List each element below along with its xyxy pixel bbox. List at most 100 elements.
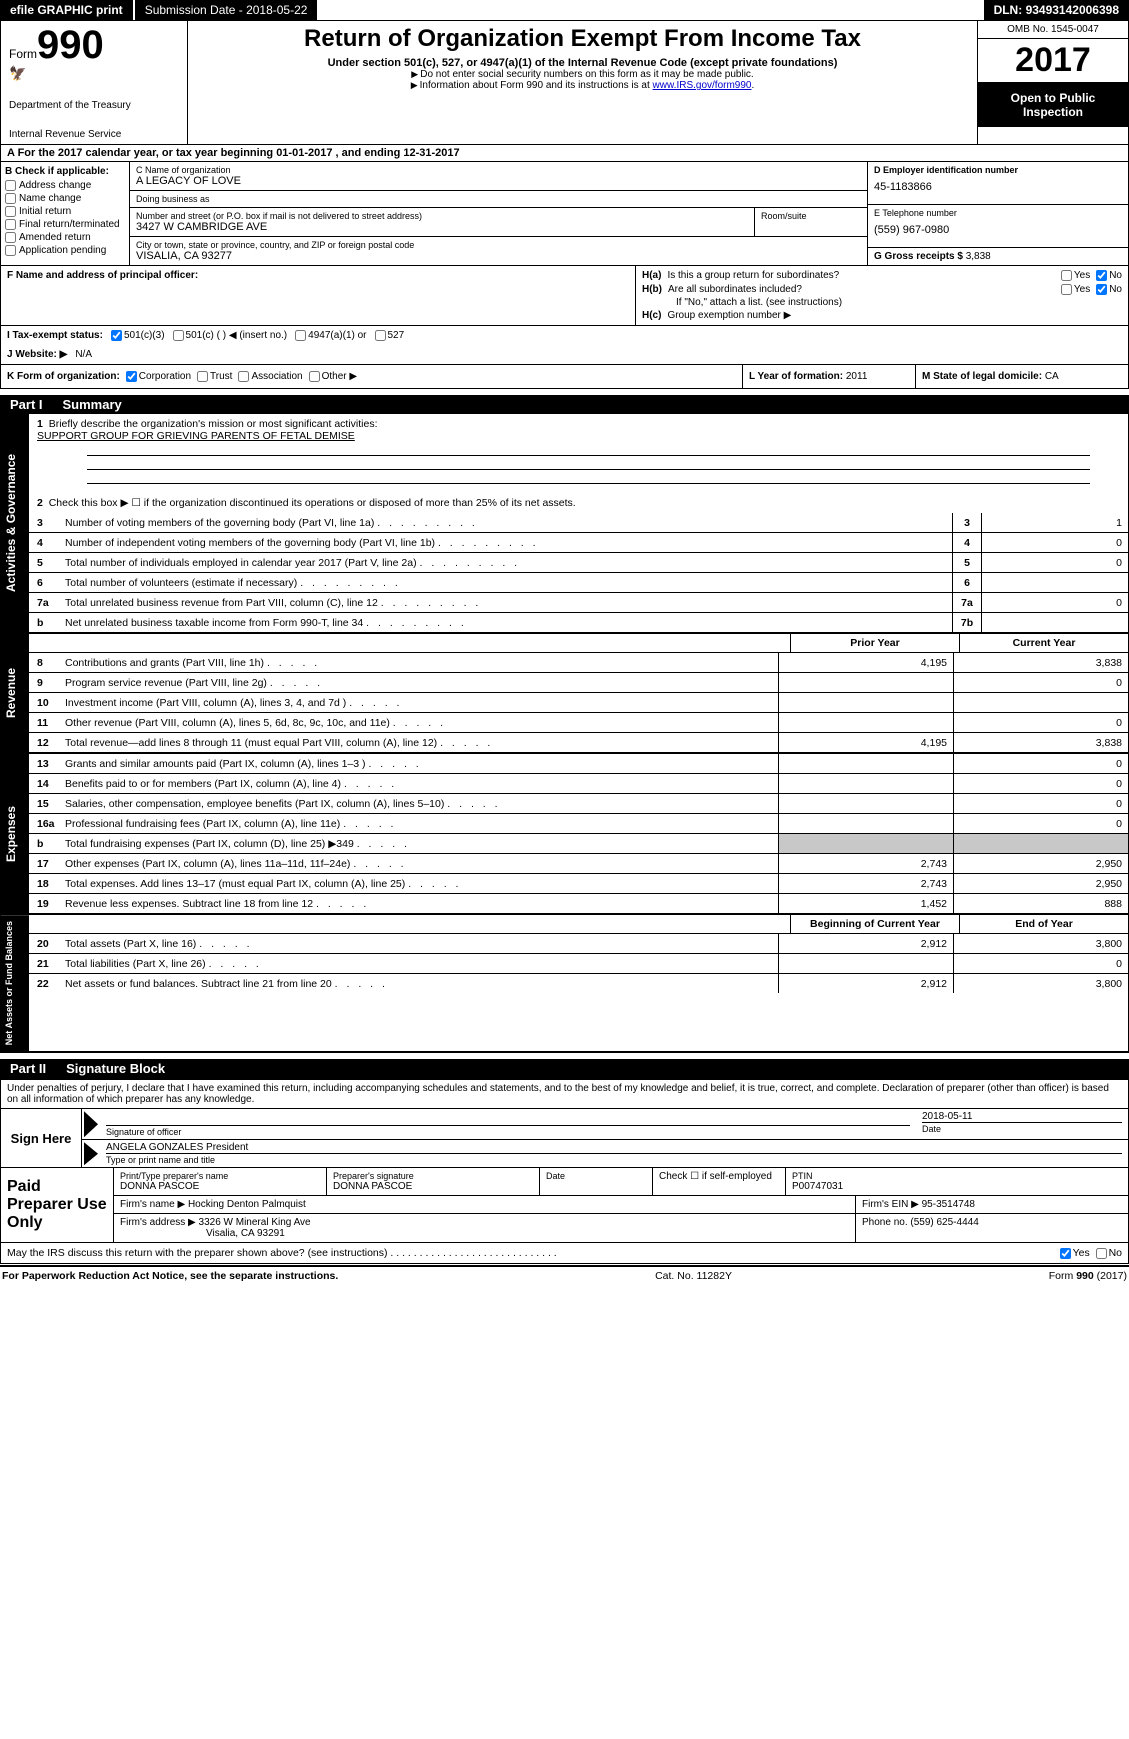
hb-yes[interactable]: Yes <box>1061 284 1090 295</box>
city-value: VISALIA, CA 93277 <box>136 250 861 262</box>
discuss-no[interactable]: No <box>1096 1247 1122 1259</box>
hb-label: H(b) <box>642 284 662 295</box>
hdr-end-year: End of Year <box>959 915 1128 933</box>
line2-text: Check this box ▶ ☐ if the organization d… <box>49 497 576 509</box>
city-label: City or town, state or province, country… <box>136 240 861 250</box>
table-row: 15Salaries, other compensation, employee… <box>29 794 1128 814</box>
hdr-begin-year: Beginning of Current Year <box>790 915 959 933</box>
table-row: bTotal fundraising expenses (Part IX, co… <box>29 834 1128 854</box>
ha-text: Is this a group return for subordinates? <box>667 270 1054 281</box>
website-value: N/A <box>75 349 92 360</box>
mission-value: SUPPORT GROUP FOR GRIEVING PARENTS OF FE… <box>37 430 355 442</box>
line1-text: Briefly describe the organization's miss… <box>49 418 378 430</box>
section-f: F Name and address of principal officer: <box>1 266 636 325</box>
cb-other[interactable]: Other ▶ <box>309 371 357 382</box>
paid-preparer-block: Paid Preparer Use Only Print/Type prepar… <box>0 1168 1129 1243</box>
part1-header: Part I Summary <box>0 395 1129 414</box>
hc-label: H(c) <box>642 310 661 321</box>
open-to-public: Open to Public Inspection <box>978 83 1128 127</box>
part2-header: Part II Signature Block <box>0 1059 1129 1078</box>
main-info-grid: B Check if applicable: Address change Na… <box>0 162 1129 266</box>
row-i: I Tax-exempt status: 501(c)(3) 501(c) ( … <box>0 326 1129 345</box>
revenue-section: Revenue Prior Year Current Year 8Contrib… <box>0 634 1129 754</box>
cb-trust[interactable]: Trust <box>197 371 232 382</box>
form-header: Form 990 🦅 Department of the Treasury In… <box>0 21 1129 145</box>
form-label: Form <box>9 47 37 61</box>
col-d-ein-tel: D Employer identification number 45-1183… <box>867 162 1128 265</box>
tab-netassets: Net Assets or Fund Balances <box>1 915 29 1051</box>
gov-row: bNet unrelated business taxable income f… <box>29 613 1128 632</box>
discuss-text: May the IRS discuss this return with the… <box>7 1247 1060 1259</box>
discuss-yes[interactable]: Yes <box>1060 1247 1090 1259</box>
form-version: Form 990 (2017) <box>1049 1270 1127 1282</box>
row-f-h: F Name and address of principal officer:… <box>0 266 1129 326</box>
hb-text: Are all subordinates included? <box>668 284 1055 295</box>
main-title: Return of Organization Exempt From Incom… <box>198 25 967 53</box>
col-b-checkboxes: B Check if applicable: Address change Na… <box>1 162 130 265</box>
signature-block: Under penalties of perjury, I declare th… <box>0 1078 1129 1168</box>
ha-yes[interactable]: Yes <box>1061 270 1090 281</box>
cb-application-pending[interactable]: Application pending <box>5 245 125 256</box>
irs-label: Internal Revenue Service <box>9 129 179 140</box>
tel-value: (559) 967-0980 <box>874 224 1122 236</box>
cb-4947[interactable]: 4947(a)(1) or <box>295 330 366 341</box>
addr-label: Number and street (or P.O. box if mail i… <box>136 211 748 221</box>
table-row: 19Revenue less expenses. Subtract line 1… <box>29 894 1128 913</box>
table-row: 14Benefits paid to or for members (Part … <box>29 774 1128 794</box>
cb-527[interactable]: 527 <box>375 330 405 341</box>
sig-officer-label: Signature of officer <box>106 1125 910 1137</box>
hdr-current-year: Current Year <box>959 634 1128 652</box>
firm-addr: 3326 W Mineral King Ave <box>199 1217 311 1228</box>
cb-amended-return[interactable]: Amended return <box>5 232 125 243</box>
table-row: 22Net assets or fund balances. Subtract … <box>29 974 1128 993</box>
table-row: 13Grants and similar amounts paid (Part … <box>29 754 1128 774</box>
cb-501c[interactable]: 501(c) ( ) ◀ (insert no.) <box>173 330 288 341</box>
cb-final-return[interactable]: Final return/terminated <box>5 219 125 230</box>
gov-row: 6Total number of volunteers (estimate if… <box>29 573 1128 593</box>
addr-value: 3427 W CAMBRIDGE AVE <box>136 221 748 233</box>
hc-text: Group exemption number ▶ <box>667 310 791 321</box>
row-j: J Website: ▶ N/A <box>0 345 1129 365</box>
cb-initial-return[interactable]: Initial return <box>5 206 125 217</box>
cb-501c3[interactable]: 501(c)(3) <box>111 330 165 341</box>
dba-label: Doing business as <box>136 194 861 204</box>
table-row: 10Investment income (Part VIII, column (… <box>29 693 1128 713</box>
row-a-tax-year: A For the 2017 calendar year, or tax yea… <box>0 145 1129 162</box>
dln: DLN: 93493142006398 <box>984 0 1129 20</box>
col-c-org-info: C Name of organization A LEGACY OF LOVE … <box>130 162 867 265</box>
row-k: K Form of organization: Corporation Trus… <box>0 365 1129 389</box>
preparer-name: DONNA PASCOE <box>120 1181 320 1192</box>
org-name-label: C Name of organization <box>136 165 861 175</box>
gov-row: 4Number of independent voting members of… <box>29 533 1128 553</box>
page-footer: For Paperwork Reduction Act Notice, see … <box>0 1265 1129 1285</box>
sig-date-label: Date <box>922 1122 1122 1134</box>
table-row: 16aProfessional fundraising fees (Part I… <box>29 814 1128 834</box>
note-2: Information about Form 990 and its instr… <box>198 80 967 91</box>
efile-print-button[interactable]: efile GRAPHIC print <box>0 0 133 20</box>
declaration-text: Under penalties of perjury, I declare th… <box>1 1080 1128 1108</box>
table-row: 20Total assets (Part X, line 16) . . . .… <box>29 934 1128 954</box>
org-name: A LEGACY OF LOVE <box>136 175 861 187</box>
cb-corporation[interactable]: Corporation <box>126 371 191 382</box>
cb-name-change[interactable]: Name change <box>5 193 125 204</box>
check-self-employed[interactable]: Check ☐ if self-employed <box>653 1168 786 1195</box>
submission-date: Submission Date - 2018-05-22 <box>135 0 318 20</box>
tax-year: 2017 <box>978 39 1128 83</box>
discuss-row: May the IRS discuss this return with the… <box>0 1243 1129 1264</box>
sign-here-label: Sign Here <box>1 1109 82 1167</box>
hb-no[interactable]: No <box>1096 284 1122 295</box>
state-domicile: M State of legal domicile: CA <box>915 365 1128 388</box>
gov-row: 7aTotal unrelated business revenue from … <box>29 593 1128 613</box>
cb-association[interactable]: Association <box>238 371 302 382</box>
ein-value: 45-1183866 <box>874 181 1122 193</box>
hb-note: If "No," attach a list. (see instruction… <box>642 297 1122 308</box>
cb-address-change[interactable]: Address change <box>5 180 125 191</box>
gross-value: 3,838 <box>966 251 991 262</box>
tab-revenue: Revenue <box>1 634 29 752</box>
ha-no[interactable]: No <box>1096 270 1122 281</box>
irs-link[interactable]: www.IRS.gov/form990 <box>653 80 752 91</box>
activities-governance-section: Activities & Governance 1 Briefly descri… <box>0 414 1129 634</box>
omb-number: OMB No. 1545-0047 <box>978 21 1128 39</box>
tel-label: E Telephone number <box>874 208 1122 218</box>
table-row: 18Total expenses. Add lines 13–17 (must … <box>29 874 1128 894</box>
